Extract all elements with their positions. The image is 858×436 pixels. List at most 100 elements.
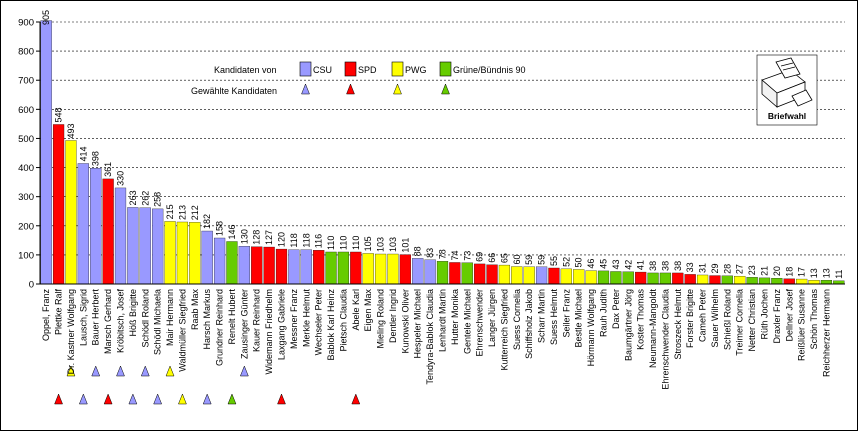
bar-value-label: 120 (277, 232, 287, 247)
elected-marker-icon (178, 393, 187, 405)
legend-elected-label: Gewählte Kandidaten (191, 86, 277, 96)
bar-value-label: 146 (227, 224, 237, 239)
bar-value-label: 103 (388, 237, 398, 252)
y-tick-label: 500 (18, 134, 34, 145)
bar-value-label: 65 (499, 253, 509, 263)
category-label: Lenhardt Martin (438, 289, 448, 352)
elected-marker-icon (128, 393, 138, 405)
bar-value-label: 215 (165, 204, 175, 219)
category-label: Messner Franz (289, 289, 299, 350)
category-label: Pietsch Claudia (338, 289, 348, 352)
bar-value-label: 262 (140, 191, 150, 206)
bar (820, 280, 833, 285)
legend-elected-marker-icon (301, 83, 310, 95)
category-label: Marsch Gerhard (103, 289, 113, 354)
bar-value-label: 59 (524, 255, 534, 265)
bar-value-label: 78 (438, 249, 448, 259)
bar (251, 246, 263, 285)
bar-value-label: 116 (314, 234, 324, 248)
bar (486, 264, 498, 285)
elected-marker-icon (239, 365, 249, 377)
legend-entry-label: SPD (358, 65, 377, 75)
bar (783, 278, 795, 285)
legend-swatch (344, 61, 357, 77)
category-label: Reißlüer Susanne (797, 289, 807, 361)
bar-value-label: 41 (636, 260, 646, 270)
bar-value-label: 43 (611, 259, 621, 269)
bar-value-label: 213 (177, 205, 187, 220)
category-label: Abele Karl (351, 289, 361, 331)
category-label: Bauer Herbert (91, 289, 101, 346)
legend-title: Kandidaten von (214, 65, 277, 75)
category-label: Schießl Roland (722, 289, 732, 350)
bar (164, 221, 176, 285)
bar-value-label: 11 (834, 269, 844, 278)
elected-marker-icon (91, 365, 101, 377)
bar (114, 187, 127, 285)
category-label: Suess Helmut (549, 289, 559, 346)
bar (399, 254, 411, 285)
bar-value-label: 17 (797, 267, 807, 277)
category-label: Kutterreich Siegfried (499, 289, 509, 371)
bar (449, 262, 461, 285)
category-label: Zausinger Günter (239, 289, 249, 359)
category-label: Rauh Judith (599, 289, 609, 337)
bar (127, 207, 139, 285)
bar-value-label: 330 (116, 171, 126, 186)
category-label: Schödl Michaela (153, 289, 163, 355)
bar (337, 251, 350, 285)
bar-value-label: 13 (809, 268, 819, 278)
bar-value-label: 21 (760, 266, 770, 276)
y-tick-label: 400 (18, 163, 34, 174)
legend-swatch (299, 61, 312, 77)
bar-value-label: 38 (648, 261, 658, 271)
bar (560, 268, 572, 285)
category-label: Kröbitsch, Josef (116, 289, 126, 354)
category-label: Koster Thomas (636, 289, 646, 350)
bar-value-label: 258 (153, 192, 163, 207)
legend: Kandidaten von Gewählte Kandidaten CSU SP… (191, 61, 526, 96)
bar-value-label: 103 (376, 237, 386, 252)
category-label: Sauer Wilhelm (710, 289, 720, 348)
legend-swatch (439, 61, 452, 77)
bar (585, 270, 597, 285)
legend-entry-label: PWG (405, 65, 427, 75)
category-label: Schiffsholz Jakob (524, 289, 534, 359)
category-label: Cameh Peter (698, 289, 708, 342)
bar-value-label: 74 (450, 250, 460, 260)
bar (40, 20, 52, 285)
bar (213, 237, 226, 285)
y-tick-label: 0 (29, 280, 34, 291)
bar-value-label: 69 (475, 252, 485, 262)
bar (622, 271, 634, 285)
bar-value-label: 55 (549, 256, 559, 266)
bar (300, 249, 312, 285)
bar-value-label: 60 (512, 255, 522, 265)
bar-value-label: 414 (78, 146, 88, 161)
bar-value-label: 73 (462, 251, 472, 261)
legend-elected-marker-icon (441, 83, 450, 95)
legend-elected-marker-icon (393, 83, 402, 95)
bar (424, 259, 436, 285)
bar-value-label: 31 (698, 263, 708, 273)
y-tick-label: 100 (18, 250, 34, 261)
bar-value-label: 33 (685, 262, 695, 272)
bar (808, 280, 820, 285)
bar (139, 207, 151, 285)
bar-value-label: 27 (735, 264, 745, 274)
bar-value-label: 38 (660, 261, 670, 271)
bar (511, 266, 523, 285)
bar-value-label: 66 (487, 253, 497, 263)
bar (573, 269, 585, 285)
bar (362, 253, 374, 285)
bar-value-label: 361 (103, 162, 113, 177)
bar (474, 263, 486, 285)
briefwahl-box: Briefwahl (756, 54, 818, 126)
category-label: Hutter Monika (450, 289, 460, 345)
bar (65, 140, 77, 285)
category-label: Laxgang Gabriele (277, 289, 287, 360)
category-label: Netter Christian (747, 289, 757, 352)
bar-value-label: 493 (66, 123, 76, 138)
